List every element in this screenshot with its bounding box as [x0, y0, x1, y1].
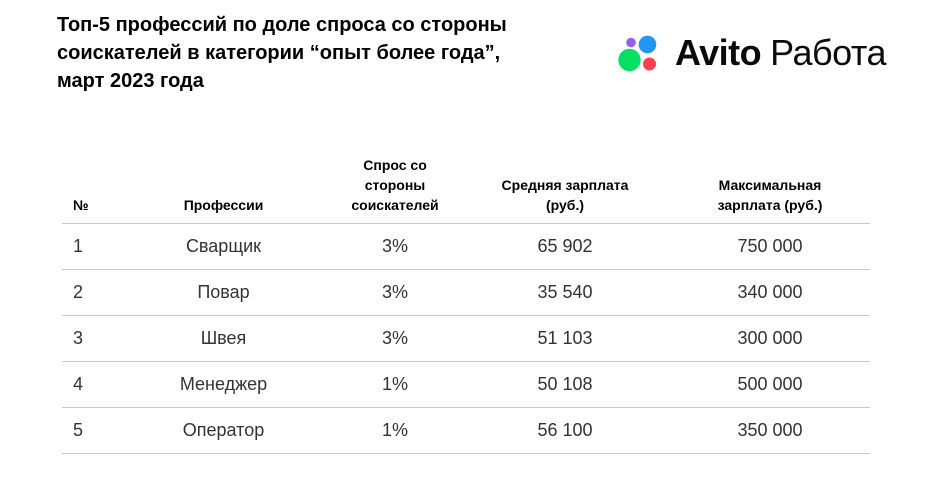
- cell-profession: Менеджер: [117, 361, 330, 408]
- table-row: 5 Оператор 1% 56 100 350 000: [62, 407, 870, 454]
- cell-maximum-salary: 350 000: [670, 407, 870, 454]
- cell-average-salary: 50 108: [460, 361, 670, 408]
- cell-maximum-salary: 300 000: [670, 315, 870, 362]
- table-row: 4 Менеджер 1% 50 108 500 000: [62, 361, 870, 408]
- cell-profession: Швея: [117, 315, 330, 362]
- cell-applicant-demand: 3%: [330, 223, 460, 270]
- header-profession: Профессии: [117, 155, 330, 224]
- cell-number: 1: [62, 223, 117, 270]
- cell-profession: Повар: [117, 269, 330, 316]
- logo-circle-purple: [626, 37, 636, 48]
- table-header: № Профессии Спрос со стороны соискателей…: [62, 155, 870, 224]
- logo-brand-name: Avito: [675, 32, 762, 73]
- cell-profession: Оператор: [117, 407, 330, 454]
- logo-circle-blue: [638, 35, 657, 54]
- cell-profession: Сварщик: [117, 223, 330, 270]
- cell-average-salary: 51 103: [460, 315, 670, 362]
- header-number: №: [62, 155, 117, 224]
- cell-maximum-salary: 750 000: [670, 223, 870, 270]
- table-row: 2 Повар 3% 35 540 340 000: [62, 269, 870, 316]
- table-body: 1 Сварщик 3% 65 902 750 000 2 Повар 3% 35 540 340…: [62, 223, 870, 454]
- cell-maximum-salary: 340 000: [670, 269, 870, 316]
- table-row: 3 Швея 3% 51 103 300 000: [62, 315, 870, 362]
- cell-applicant-demand: 1%: [330, 361, 460, 408]
- page-title: Топ-5 профессий по доле спроса со сторон…: [57, 14, 507, 92]
- table-header-row: № Профессии Спрос со стороны соискателей…: [62, 155, 870, 224]
- logo-text: Avito Работа: [675, 32, 886, 74]
- cell-maximum-salary: 500 000: [670, 361, 870, 408]
- top-professions-table: № Профессии Спрос со стороны соискателей…: [62, 155, 870, 454]
- cell-number: 2: [62, 269, 117, 316]
- cell-average-salary: 35 540: [460, 269, 670, 316]
- logo-circle-red: [643, 57, 656, 71]
- avito-rabota-logo: Avito Работа: [614, 28, 886, 78]
- logo-circle-green: [618, 48, 641, 72]
- cell-number: 5: [62, 407, 117, 454]
- table-row: 1 Сварщик 3% 65 902 750 000: [62, 223, 870, 270]
- header-maximum-salary: Максимальная зарплата (руб.): [670, 155, 870, 224]
- header-applicant-demand: Спрос со стороны соискателей: [330, 155, 460, 224]
- cell-average-salary: 65 902: [460, 223, 670, 270]
- cell-number: 3: [62, 315, 117, 362]
- cell-number: 4: [62, 361, 117, 408]
- logo-product-name: Работа: [770, 32, 886, 73]
- cell-average-salary: 56 100: [460, 407, 670, 454]
- cell-applicant-demand: 3%: [330, 315, 460, 362]
- cell-applicant-demand: 3%: [330, 269, 460, 316]
- cell-applicant-demand: 1%: [330, 407, 460, 454]
- avito-circles-icon: [618, 35, 657, 72]
- header-average-salary: Средняя зарплата (руб.): [460, 155, 670, 224]
